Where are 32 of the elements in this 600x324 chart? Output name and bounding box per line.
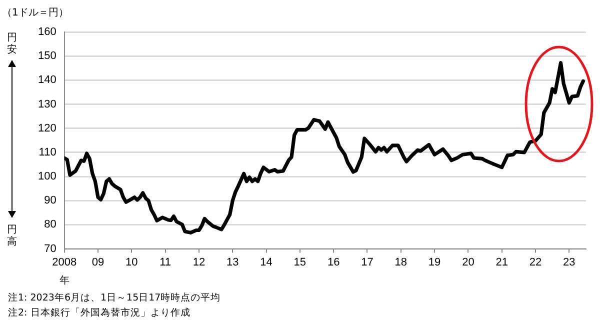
y-tick-label: 130: [38, 98, 56, 110]
y-tick-label: 90: [44, 194, 56, 207]
x-tick-label: 16: [327, 256, 340, 268]
x-tick-label: 13: [226, 256, 239, 268]
x-axis-title: 年: [59, 274, 70, 286]
x-tick-label: 10: [126, 256, 138, 268]
y-tick-label: 80: [44, 218, 56, 231]
text: 注2: 日本銀行「外国為替市況」より作成: [8, 306, 190, 318]
x-tick-label: 23: [563, 256, 576, 268]
x-tick-label: 20: [462, 256, 474, 268]
y-tick-label: 150: [38, 50, 56, 62]
x-tick-label: 14: [260, 256, 272, 268]
text: 円安: [7, 32, 17, 56]
x-tick-label: 22: [529, 256, 542, 268]
y-tick-label: 140: [38, 74, 56, 86]
y-tick-label: 120: [38, 122, 56, 134]
x-tick-label: 18: [394, 256, 408, 268]
text: 円高: [7, 224, 17, 248]
y-tick-label: 160: [38, 26, 56, 38]
y-tick-label: 100: [38, 170, 56, 183]
x-tick-label: 11: [160, 256, 172, 268]
x-tick-label: 17: [361, 256, 374, 268]
y-axis-title: （1ドル＝円）: [2, 8, 68, 19]
y-tick-label: 110: [38, 146, 56, 158]
x-tick-label: 12: [192, 256, 206, 268]
x-tick-label: 15: [294, 256, 306, 268]
x-tick-label: 21: [496, 256, 508, 268]
y-tick-label: 70: [44, 242, 56, 255]
x-tick-label: 2008: [52, 256, 77, 268]
x-tick-label: 09: [92, 256, 104, 268]
x-tick-label: 19: [428, 256, 441, 268]
text: 注1: 2023年6月は、1日～15日17時時点の平均: [8, 291, 221, 304]
